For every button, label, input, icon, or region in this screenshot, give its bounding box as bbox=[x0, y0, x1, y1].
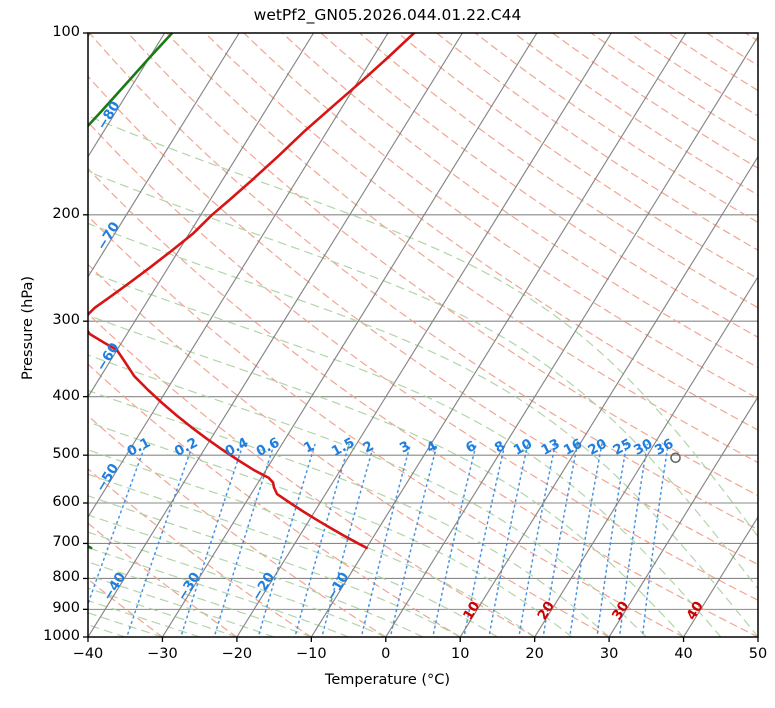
isotherm-line bbox=[88, 33, 464, 637]
mixing-ratio-label: 20 bbox=[585, 436, 609, 459]
mixing-ratio-line bbox=[257, 443, 316, 637]
x-tick-label: 0 bbox=[381, 646, 391, 662]
y-tick-label: 1000 bbox=[43, 628, 80, 644]
x-tick-label: 30 bbox=[599, 646, 619, 662]
y-tick-label: 300 bbox=[52, 312, 80, 329]
dry-adiabat-line bbox=[243, 33, 758, 400]
mixing-ratio-line bbox=[596, 443, 628, 637]
dry-adiabat-line bbox=[88, 312, 536, 637]
dry-adiabat-line bbox=[88, 75, 758, 566]
y-tick-label: 200 bbox=[52, 205, 80, 222]
x-tick-label: 40 bbox=[674, 646, 693, 662]
mixing-ratio-line bbox=[488, 443, 529, 637]
mixing-ratio-label: 16 bbox=[561, 436, 585, 459]
isotherm-line bbox=[88, 33, 166, 158]
mixing-ratio-line bbox=[432, 443, 477, 637]
moist-adiabat-line bbox=[88, 546, 350, 637]
dry-adiabat-line bbox=[88, 263, 610, 637]
moist-adiabat-line bbox=[88, 421, 573, 637]
dry-adiabat-line bbox=[127, 33, 758, 497]
isotherm-line bbox=[161, 33, 538, 637]
dry-adiabat-line bbox=[88, 415, 387, 637]
mixing-ratio-label: 25 bbox=[610, 436, 634, 459]
parcel-marker-icon bbox=[670, 452, 681, 464]
moist-adiabat-line bbox=[88, 561, 312, 637]
mixing-ratio-label: 30 bbox=[631, 436, 655, 459]
isotherm-line bbox=[236, 33, 612, 637]
isotherm-line bbox=[88, 33, 240, 278]
dry-adiabat-line bbox=[88, 522, 238, 637]
mixing-ratio-line bbox=[88, 443, 147, 606]
x-tick-label: 20 bbox=[525, 646, 544, 662]
dry-adiabat-line bbox=[88, 363, 461, 637]
moist-adiabat-line bbox=[88, 389, 610, 637]
mixing-ratio-label: 36 bbox=[652, 436, 676, 459]
x-tick-label: −40 bbox=[72, 646, 104, 662]
y-tick-label: 600 bbox=[52, 494, 80, 510]
isotherm-line bbox=[310, 33, 687, 637]
isotherm-line bbox=[88, 33, 389, 519]
y-tick-label: 800 bbox=[52, 569, 80, 586]
moist-adiabat-line bbox=[88, 170, 758, 590]
moist-adiabat-line bbox=[88, 449, 536, 637]
y-tick-label: 500 bbox=[52, 446, 80, 463]
dry-adiabat-line bbox=[0, 33, 14, 637]
dry-adiabat-line bbox=[204, 33, 758, 431]
isotherm-line bbox=[757, 635, 758, 637]
y-tick-label: 700 bbox=[52, 534, 80, 551]
mixing-ratio-line bbox=[618, 443, 649, 637]
dry-adiabat-line bbox=[166, 33, 758, 464]
x-tick-label: 50 bbox=[748, 646, 768, 662]
mixing-ratio-line bbox=[569, 443, 603, 637]
x-tick-label: −30 bbox=[147, 646, 178, 662]
dry-adiabat-line bbox=[88, 468, 312, 637]
figure-title: wetPf2_GN05.2026.044.01.22.C44 bbox=[253, 6, 522, 24]
isotherm-line bbox=[385, 35, 758, 637]
moist-adiabat-line bbox=[88, 531, 387, 637]
isotherm-line bbox=[534, 275, 758, 637]
dry-adiabat-line bbox=[88, 215, 685, 637]
x-tick-label: 10 bbox=[450, 646, 470, 662]
x-tick-label: −20 bbox=[221, 646, 253, 662]
dry-adiabat-line bbox=[88, 121, 758, 601]
mixing-ratio-line bbox=[360, 443, 412, 637]
mixing-ratio-line bbox=[518, 443, 556, 637]
isotherm-line bbox=[682, 515, 758, 637]
moist-adiabat-line bbox=[88, 270, 722, 637]
moist-adiabat-line bbox=[88, 495, 461, 637]
plot-background bbox=[88, 33, 758, 637]
mixing-ratio-label: 13 bbox=[539, 436, 563, 459]
mixing-ratio-line bbox=[389, 443, 438, 637]
moist-adiabat-line bbox=[88, 222, 758, 637]
moist-adiabat-line bbox=[88, 314, 685, 637]
y-tick-label: 100 bbox=[52, 24, 80, 40]
plot-border bbox=[87, 32, 759, 638]
y-tick-label: 900 bbox=[52, 600, 80, 617]
mixing-ratio-line bbox=[542, 443, 579, 637]
dry-adiabat-line bbox=[88, 33, 758, 531]
mixing-ratio-line bbox=[463, 443, 506, 637]
mixing-ratio-line bbox=[641, 443, 669, 637]
y-tick-label: 400 bbox=[52, 387, 80, 404]
temperature-profile-line bbox=[88, 33, 416, 550]
isotherm-line bbox=[459, 155, 758, 637]
mixing-ratio-line bbox=[321, 443, 375, 637]
x-axis-title: Temperature (°C) bbox=[324, 672, 451, 688]
dry-adiabat-line bbox=[397, 33, 758, 280]
mixing-ratio-line bbox=[294, 443, 350, 637]
dry-adiabat-line bbox=[281, 33, 758, 369]
moist-adiabat-line bbox=[88, 473, 499, 637]
moist-adiabat-line bbox=[88, 115, 758, 538]
x-tick-label: −10 bbox=[296, 646, 327, 662]
moist-adiabat-line bbox=[88, 354, 647, 637]
isotherm-line bbox=[88, 33, 315, 398]
mixing-ratio-label: 10 bbox=[511, 436, 535, 459]
isotherm-line bbox=[608, 395, 758, 637]
